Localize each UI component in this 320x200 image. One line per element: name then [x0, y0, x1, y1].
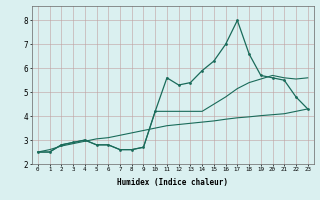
- X-axis label: Humidex (Indice chaleur): Humidex (Indice chaleur): [117, 178, 228, 187]
